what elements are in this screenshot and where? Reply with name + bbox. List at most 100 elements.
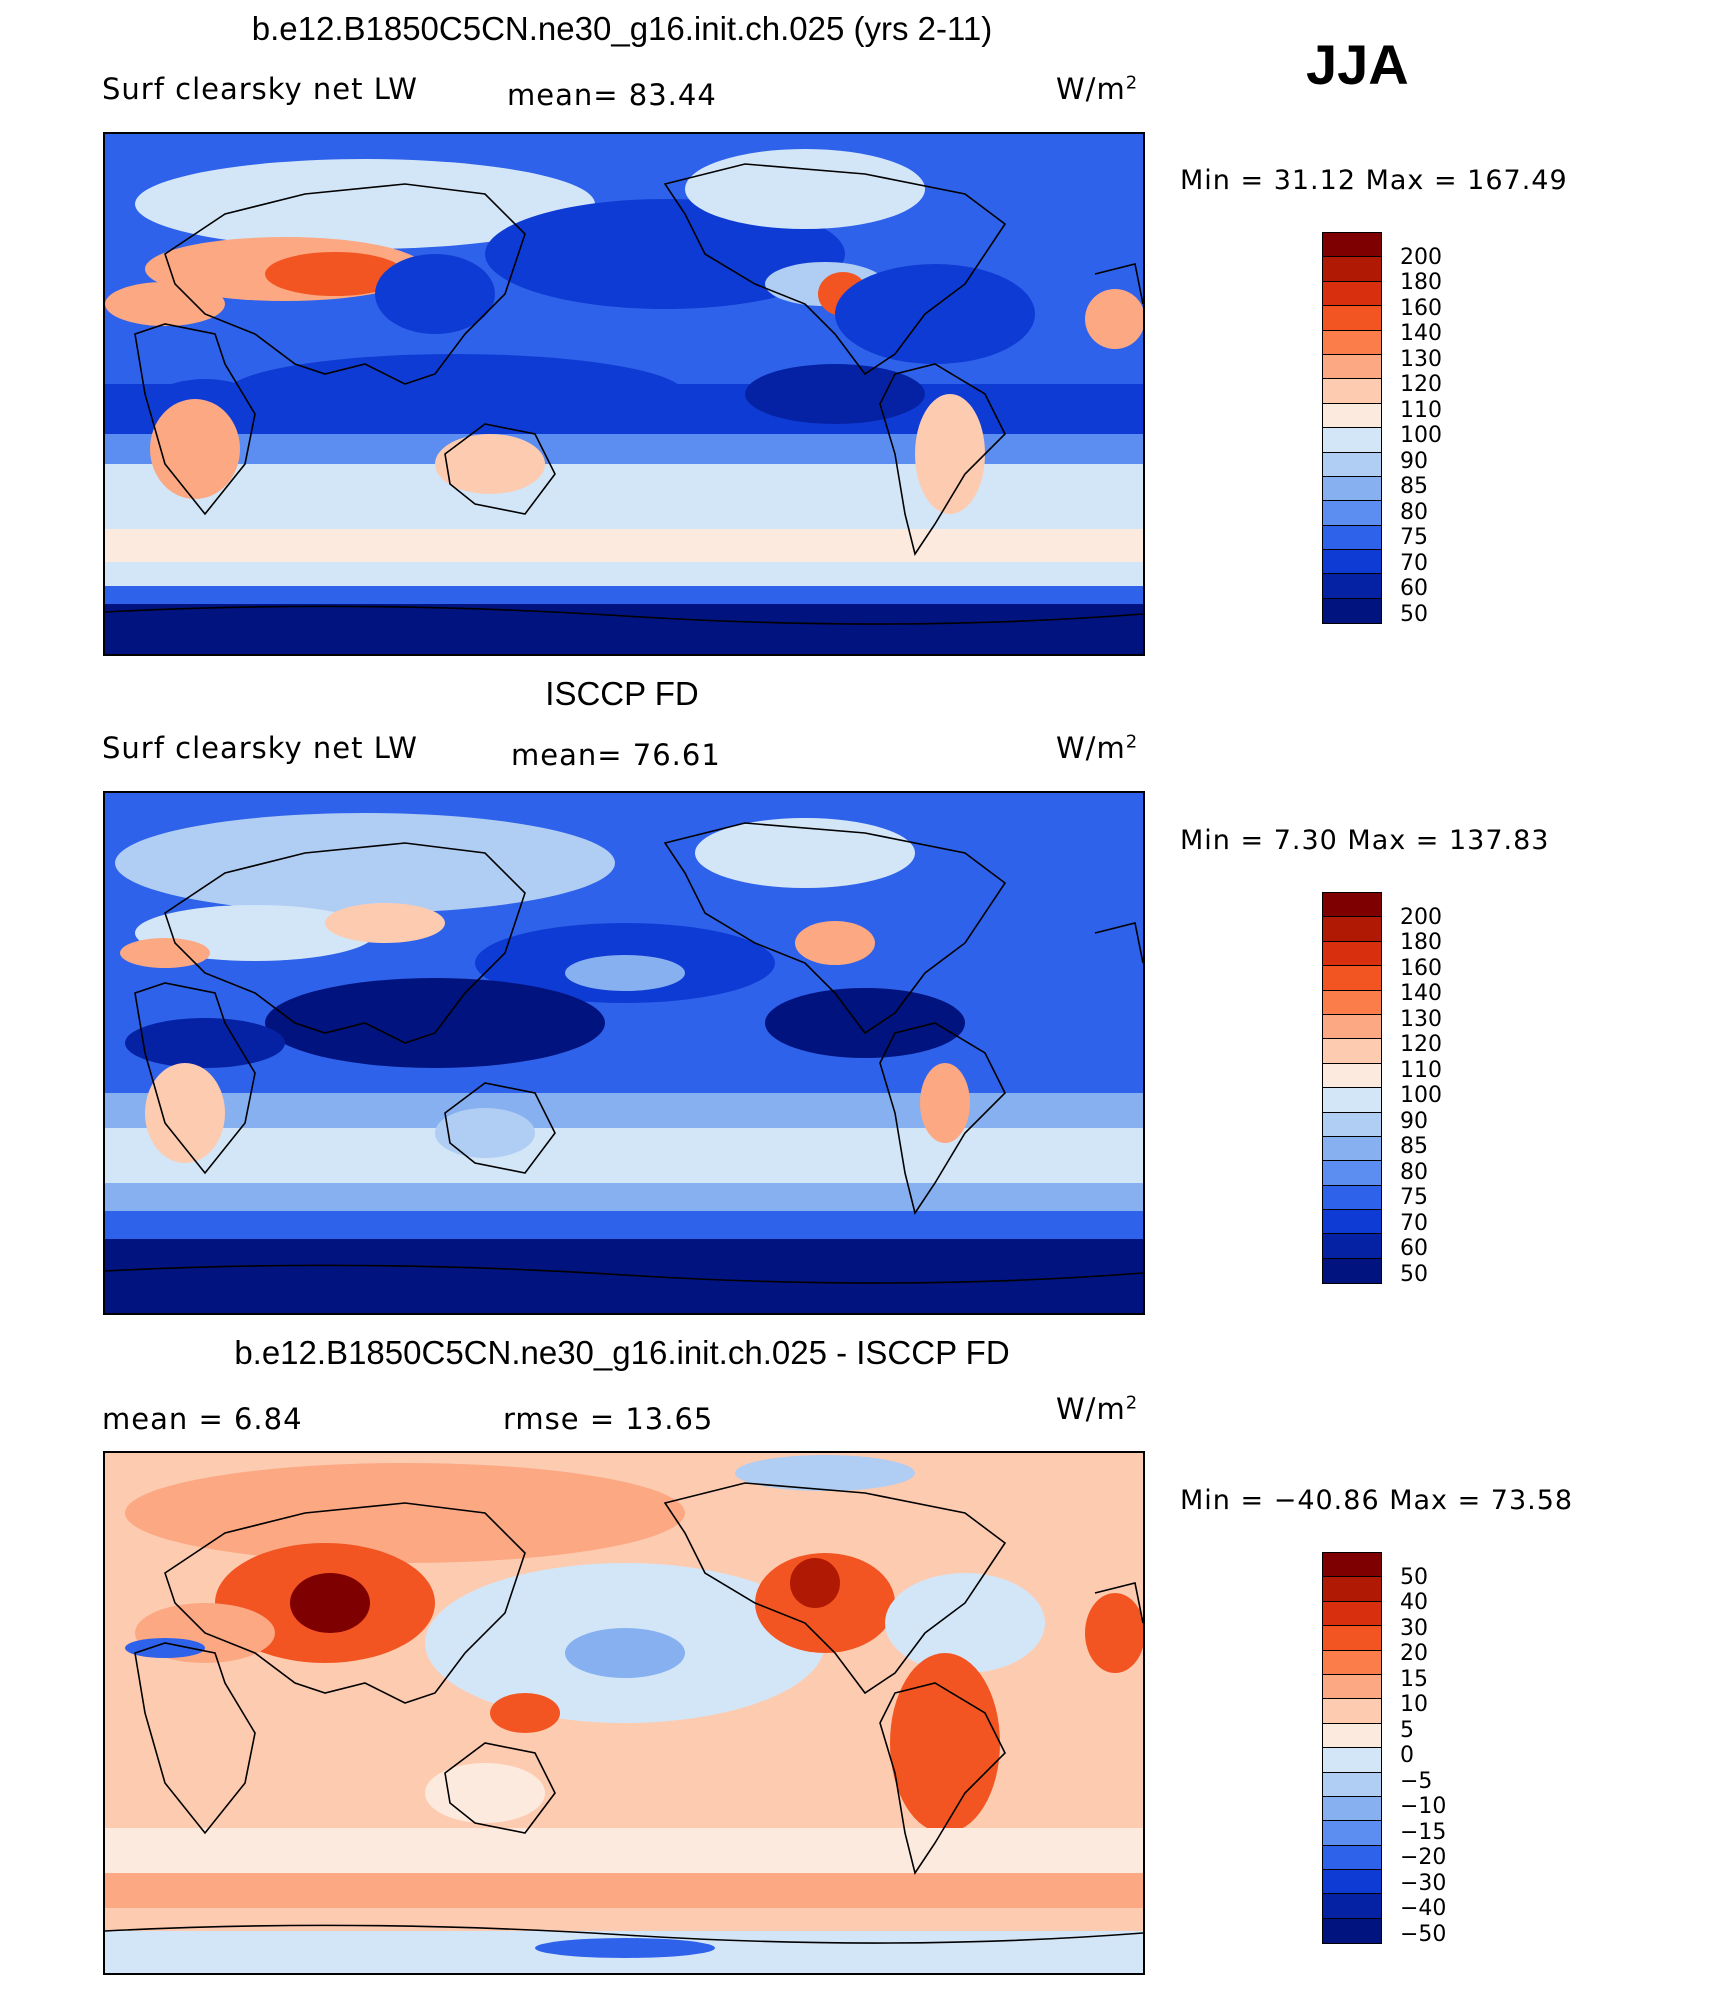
- panel2-colorbar-swatch: [1323, 1258, 1381, 1284]
- colorbar-label: −10: [1400, 1794, 1447, 1819]
- panel3-colorbar-swatch: [1323, 1699, 1381, 1724]
- panel2-colorbar-swatch: [1323, 1039, 1381, 1064]
- panel1-colorbar-swatch: [1323, 574, 1381, 599]
- colorbar-label: 130: [1400, 347, 1442, 372]
- panel1-variable-label: Surf clearsky net LW: [102, 72, 418, 106]
- panel1-colorbar-swatch: [1323, 501, 1381, 526]
- panel1-colorbar-swatch: [1323, 354, 1381, 380]
- panel1-colorbar-swatch: [1323, 257, 1381, 282]
- panel3-colorbar-swatch: [1323, 1894, 1381, 1919]
- panel2-colorbar-swatch: [1323, 1063, 1381, 1089]
- colorbar-label: 140: [1400, 321, 1442, 346]
- panel3-colorbar-swatch: [1323, 1748, 1381, 1773]
- panel3-mean: mean = 6.84: [102, 1402, 303, 1436]
- panel2-mean: mean= 76.61: [511, 738, 721, 772]
- colorbar-label: 160: [1400, 296, 1442, 321]
- panel2-colorbar-swatch: [1323, 1210, 1381, 1235]
- panel3-colorbar-swatch: [1323, 1626, 1381, 1651]
- colorbar-label: 200: [1400, 905, 1442, 930]
- colorbar-label: 110: [1400, 398, 1442, 423]
- panel1-colorbar-swatch: [1323, 452, 1381, 477]
- panel2-units: W/m2: [1056, 731, 1139, 765]
- colorbar-label: 10: [1400, 1692, 1428, 1717]
- colorbar-label: 50: [1400, 1262, 1428, 1287]
- panel2-colorbar-swatch: [1323, 1112, 1381, 1137]
- panel3-colorbar-swatch: [1323, 1870, 1381, 1895]
- colorbar-label: 40: [1400, 1590, 1428, 1615]
- panel2-colorbar-swatch: [1323, 917, 1381, 942]
- panel1-colorbar: [1322, 232, 1382, 625]
- panel2-map: [103, 791, 1145, 1315]
- colorbar-label: −15: [1400, 1820, 1447, 1845]
- panel3-map: [103, 1451, 1145, 1975]
- panel1-colorbar-swatch: [1323, 233, 1381, 258]
- panel3-colorbar-swatch: [1323, 1553, 1381, 1578]
- panel3-colorbar-swatch: [1323, 1674, 1381, 1700]
- panel2-variable-label: Surf clearsky net LW: [102, 731, 418, 765]
- panel3-rmse: rmse = 13.65: [503, 1402, 714, 1436]
- panel3-colorbar: [1322, 1552, 1382, 1945]
- panel2-colorbar-swatch: [1323, 1234, 1381, 1259]
- panel1-colorbar-swatch: [1323, 330, 1381, 355]
- colorbar-label: 160: [1400, 956, 1442, 981]
- colorbar-label: 85: [1400, 474, 1428, 499]
- colorbar-label: 100: [1400, 423, 1442, 448]
- panel3-units: W/m2: [1056, 1392, 1139, 1426]
- colorbar-label: 5: [1400, 1718, 1414, 1743]
- colorbar-label: 70: [1400, 1211, 1428, 1236]
- panel3-title: b.e12.B1850C5CN.ne30_g16.init.ch.025 - I…: [234, 1334, 1010, 1371]
- panel1-colorbar-swatch: [1323, 379, 1381, 404]
- panel1-colorbar-swatch: [1323, 525, 1381, 551]
- panel1-colorbar-swatch: [1323, 306, 1381, 331]
- colorbar-label: 15: [1400, 1667, 1428, 1692]
- colorbar-label: 140: [1400, 981, 1442, 1006]
- colorbar-label: 60: [1400, 1236, 1428, 1261]
- panel2-colorbar-swatch: [1323, 990, 1381, 1015]
- colorbar-label: 80: [1400, 500, 1428, 525]
- panel3-colorbar-swatch: [1323, 1796, 1381, 1822]
- panel3-minmax: Min = −40.86 Max = 73.58: [1180, 1485, 1574, 1516]
- season-label: JJA: [1306, 33, 1409, 96]
- colorbar-label: 130: [1400, 1007, 1442, 1032]
- colorbar-label: 75: [1400, 525, 1428, 550]
- panel2-colorbar: [1322, 892, 1382, 1285]
- panel2-minmax: Min = 7.30 Max = 137.83: [1180, 825, 1550, 856]
- panel2-colorbar-swatch: [1323, 893, 1381, 918]
- colorbar-label: 50: [1400, 1565, 1428, 1590]
- colorbar-label: 80: [1400, 1160, 1428, 1185]
- colorbar-label: 200: [1400, 245, 1442, 270]
- panel3-colorbar-swatch: [1323, 1601, 1381, 1627]
- panel1-title: b.e12.B1850C5CN.ne30_g16.init.ch.025 (yr…: [251, 10, 993, 47]
- colorbar-label: 70: [1400, 551, 1428, 576]
- colorbar-label: −5: [1400, 1769, 1433, 1794]
- panel2-colorbar-swatch: [1323, 1136, 1381, 1162]
- panel1-units: W/m2: [1056, 72, 1139, 106]
- colorbar-label: 180: [1400, 270, 1442, 295]
- panel3-colorbar-swatch: [1323, 1845, 1381, 1871]
- panel1-colorbar-swatch: [1323, 428, 1381, 453]
- panel2-colorbar-swatch: [1323, 1088, 1381, 1113]
- panel1-colorbar-swatch: [1323, 550, 1381, 575]
- panel3-colorbar-swatch: [1323, 1577, 1381, 1602]
- colorbar-label: 75: [1400, 1185, 1428, 1210]
- panel1-map: [103, 132, 1145, 656]
- panel3-colorbar-swatch: [1323, 1821, 1381, 1846]
- colorbar-label: 20: [1400, 1641, 1428, 1666]
- panel3-colorbar-swatch: [1323, 1772, 1381, 1797]
- panel1-colorbar-swatch: [1323, 476, 1381, 502]
- colorbar-label: 30: [1400, 1616, 1428, 1641]
- panel2-colorbar-swatch: [1323, 941, 1381, 967]
- colorbar-label: 90: [1400, 449, 1428, 474]
- panel1-colorbar-swatch: [1323, 598, 1381, 624]
- colorbar-label: 110: [1400, 1058, 1442, 1083]
- colorbar-label: 90: [1400, 1109, 1428, 1134]
- panel3-colorbar-swatch: [1323, 1723, 1381, 1749]
- colorbar-label: −30: [1400, 1871, 1447, 1896]
- colorbar-label: 0: [1400, 1743, 1414, 1768]
- colorbar-label: 60: [1400, 576, 1428, 601]
- panel1-colorbar-swatch: [1323, 281, 1381, 307]
- panel2-colorbar-swatch: [1323, 1161, 1381, 1186]
- panel2-colorbar-swatch: [1323, 1185, 1381, 1211]
- panel1-mean: mean= 83.44: [507, 78, 717, 112]
- colorbar-label: −50: [1400, 1922, 1447, 1947]
